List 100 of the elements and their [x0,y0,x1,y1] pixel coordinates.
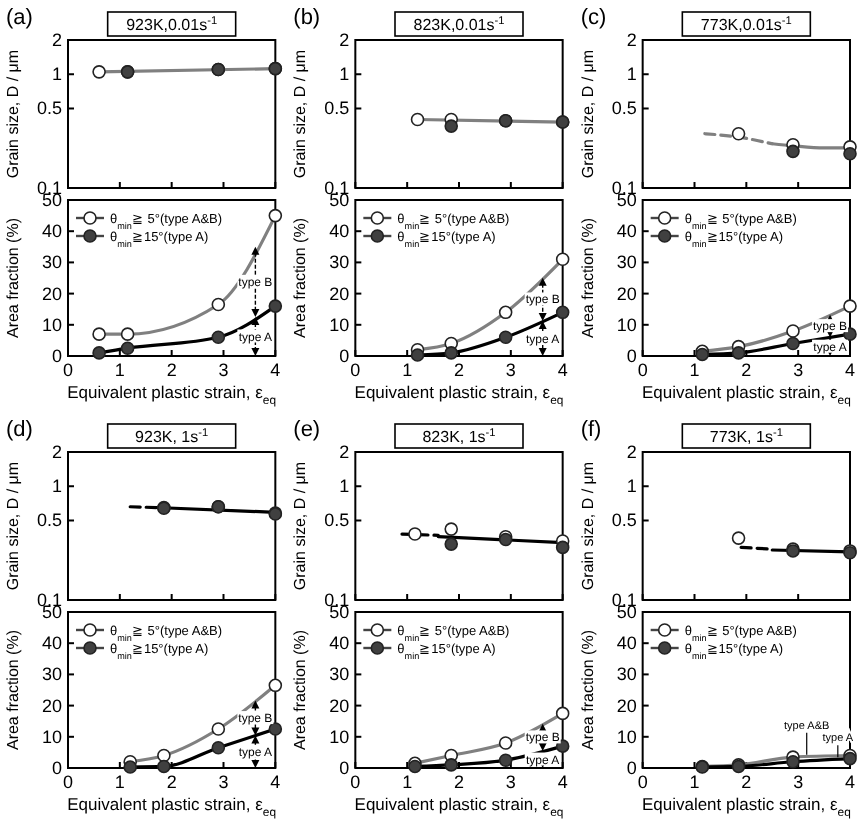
x-tick-label: 2 [453,360,465,380]
x-tick-label: 3 [218,772,229,792]
point [444,346,459,360]
point [843,327,857,341]
y-tick-label: 30 [41,664,62,685]
x-axis-title: Equivalent plastic strain, ε$_{eq}$ [354,794,564,820]
x-tick-label: 1 [402,772,413,792]
chart-subtitle: 773K,0.01s$^{-1}$ [700,16,792,34]
chart-title: (c) [580,6,607,30]
point [555,540,570,555]
y-axis-title: Area fraction (%) [578,629,597,751]
x-axis-title: Equivalent plastic strain, ε$_{eq}$ [67,382,277,408]
y-tick-label: 20 [329,695,350,716]
y-tick-label: 40 [329,221,350,242]
x-tick-label: 1 [402,360,413,380]
point [157,748,171,763]
y-axis-title: Grain size, D / μm [4,461,22,591]
x-tick-label: 3 [793,360,804,380]
y-tick-label: 0.5 [611,510,637,531]
point [731,126,746,141]
point [268,299,283,313]
y-tick-label: 1 [51,476,62,497]
point [555,739,570,753]
point [555,305,570,320]
y-axis-title: Grain size, D / μm [578,49,597,179]
y-tick-label: 0 [626,758,637,778]
chart-subtitle: 823K,0.01s$^{-1}$ [413,16,505,34]
y-tick-label: 1 [339,64,350,85]
x-tick-label: 4 [557,360,568,380]
chart-subtitle: 823K, 1s$^{-1}$ [422,428,496,446]
point [211,330,226,345]
y-tick-label: 2 [51,442,62,462]
x-tick-label: 4 [270,360,281,380]
x-tick-label: 4 [270,772,281,792]
y-axis-title: Area fraction (%) [4,629,22,751]
x-tick-label: 2 [166,772,177,792]
y-tick-label: 0.1 [611,178,637,198]
y-tick-label: 1 [626,476,637,497]
x-tick-label: 1 [114,772,125,792]
x-tick-label: 4 [844,772,856,792]
chart-title: (b) [293,6,321,30]
y-tick-label: 30 [41,252,62,273]
y-tick-label: 2 [339,442,350,462]
x-axis-title: Equivalent plastic strain, ε$_{eq}$ [641,794,851,820]
y-axis-title: Grain size, D / μm [291,461,310,591]
y-tick-label: 10 [329,314,350,335]
point [444,522,459,536]
y-tick-label: 2 [626,30,637,50]
x-axis-title: Equivalent plastic strain, ε$_{eq}$ [354,382,564,408]
x-tick-label: 1 [689,360,700,380]
point [120,327,135,341]
y-tick-label: 30 [616,664,637,685]
y-tick-label: 0 [626,346,637,366]
x-tick-label: 4 [844,360,856,380]
point [843,146,857,161]
point [157,759,171,774]
x-tick-label: 3 [218,360,229,380]
y-tick-label: 1 [339,476,350,497]
point [120,341,135,355]
point [268,208,283,223]
point [211,297,226,312]
y-tick-label: 10 [616,314,637,335]
x-tick-label: 1 [689,772,700,792]
chart-subtitle: 923K, 1s$^{-1}$ [135,428,209,446]
x-tick-label: 2 [166,360,177,380]
y-tick-label: 10 [616,726,637,747]
point [555,252,570,267]
x-tick-label: 2 [741,772,752,792]
y-tick-label: 20 [41,695,62,716]
point [408,527,422,541]
chart-title: (f) [580,418,602,442]
point [444,537,459,551]
x-axis-title: Equivalent plastic strain, ε$_{eq}$ [641,382,851,408]
x-tick-label: 3 [505,772,516,792]
y-tick-label: 0 [339,758,350,778]
y-axis-title: Area fraction (%) [578,217,597,339]
y-tick-label: 0.5 [324,510,350,531]
point [92,327,106,341]
y-tick-label: 0.5 [611,98,637,119]
y-tick-label: 0.1 [611,590,637,610]
point [211,740,226,755]
y-tick-label: 0.1 [324,590,350,610]
y-tick-label: 10 [41,726,62,747]
y-axis-title: Grain size, D / μm [4,49,22,179]
point [211,722,226,736]
y-tick-label: 30 [616,252,637,273]
point [268,722,283,736]
x-axis-title: Equivalent plastic strain, ε$_{eq}$ [67,794,277,820]
y-axis-title: Grain size, D / μm [578,461,597,591]
chart-title: (a) [6,6,33,30]
x-tick-label: 4 [557,772,568,792]
y-axis-title: Area fraction (%) [291,629,310,751]
y-tick-label: 20 [616,283,637,304]
point [731,346,746,360]
y-axis-title: Grain size, D / μm [291,49,310,179]
y-tick-label: 20 [329,283,350,304]
chart-title: (d) [6,418,33,442]
point [498,736,513,750]
point [498,753,513,767]
chart-subtitle: 923K,0.01s$^{-1}$ [126,16,218,34]
